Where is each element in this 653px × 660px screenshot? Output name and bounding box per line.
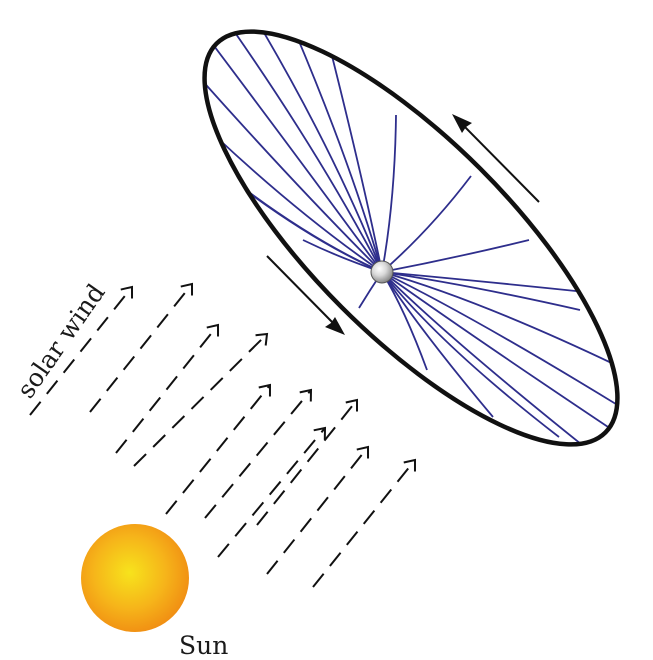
field-line	[381, 114, 397, 273]
solar-wind-arrow	[266, 446, 369, 575]
field-line	[252, 13, 383, 273]
solar-wind-arrow	[133, 333, 268, 467]
solar-wind-arrowhead	[120, 285, 134, 299]
sun-label: Sun	[179, 631, 228, 660]
field-line	[381, 271, 621, 368]
solar-wind-label: solar wind	[11, 279, 111, 404]
solar-wind-arrowhead	[356, 445, 370, 459]
rotation-arrow-lower	[266, 255, 345, 335]
solar-wind-arrowhead	[258, 383, 272, 397]
field-line	[381, 271, 596, 294]
solar-wind-arrowhead	[180, 282, 194, 296]
field-line	[381, 271, 581, 311]
solar-wind-arrow	[204, 389, 312, 519]
rotation-arrow-upper	[452, 114, 540, 203]
field-line	[381, 271, 494, 418]
solar-wind-arrow	[256, 399, 358, 526]
field-line	[381, 271, 639, 448]
solar-wind-arrowhead	[345, 398, 358, 412]
field-line	[329, 47, 383, 273]
solar-wind-arrowhead	[403, 458, 417, 472]
field-line	[381, 239, 530, 273]
magnetosphere-disk-outline	[202, 29, 620, 447]
central-planet	[370, 260, 394, 284]
field-line	[381, 271, 428, 371]
solar-wind-arrow	[217, 427, 326, 558]
solar-wind-arrowhead	[313, 426, 327, 440]
magnetic-field-lines	[182, 13, 639, 465]
solar-wind-arrow	[89, 283, 193, 413]
field-line	[183, 59, 383, 273]
solar-wind-arrowhead	[255, 332, 269, 346]
field-line	[381, 271, 638, 418]
solar-wind-arrow	[312, 459, 416, 588]
field-line	[182, 104, 383, 273]
solar-wind-arrowhead	[206, 323, 220, 337]
solar-wind-arrow	[29, 286, 133, 416]
field-line	[381, 271, 607, 465]
sun-disc	[81, 524, 189, 632]
field-line	[195, 21, 383, 273]
field-line	[381, 271, 560, 438]
field-line	[381, 175, 472, 273]
solar-wind-arrowhead	[299, 388, 313, 402]
field-line	[289, 19, 383, 273]
solar-wind-arrow	[115, 324, 219, 454]
solar-wind-arrow	[165, 384, 271, 515]
solar-wind-arrows	[29, 282, 417, 588]
field-line	[221, 13, 383, 273]
field-line	[195, 149, 383, 273]
